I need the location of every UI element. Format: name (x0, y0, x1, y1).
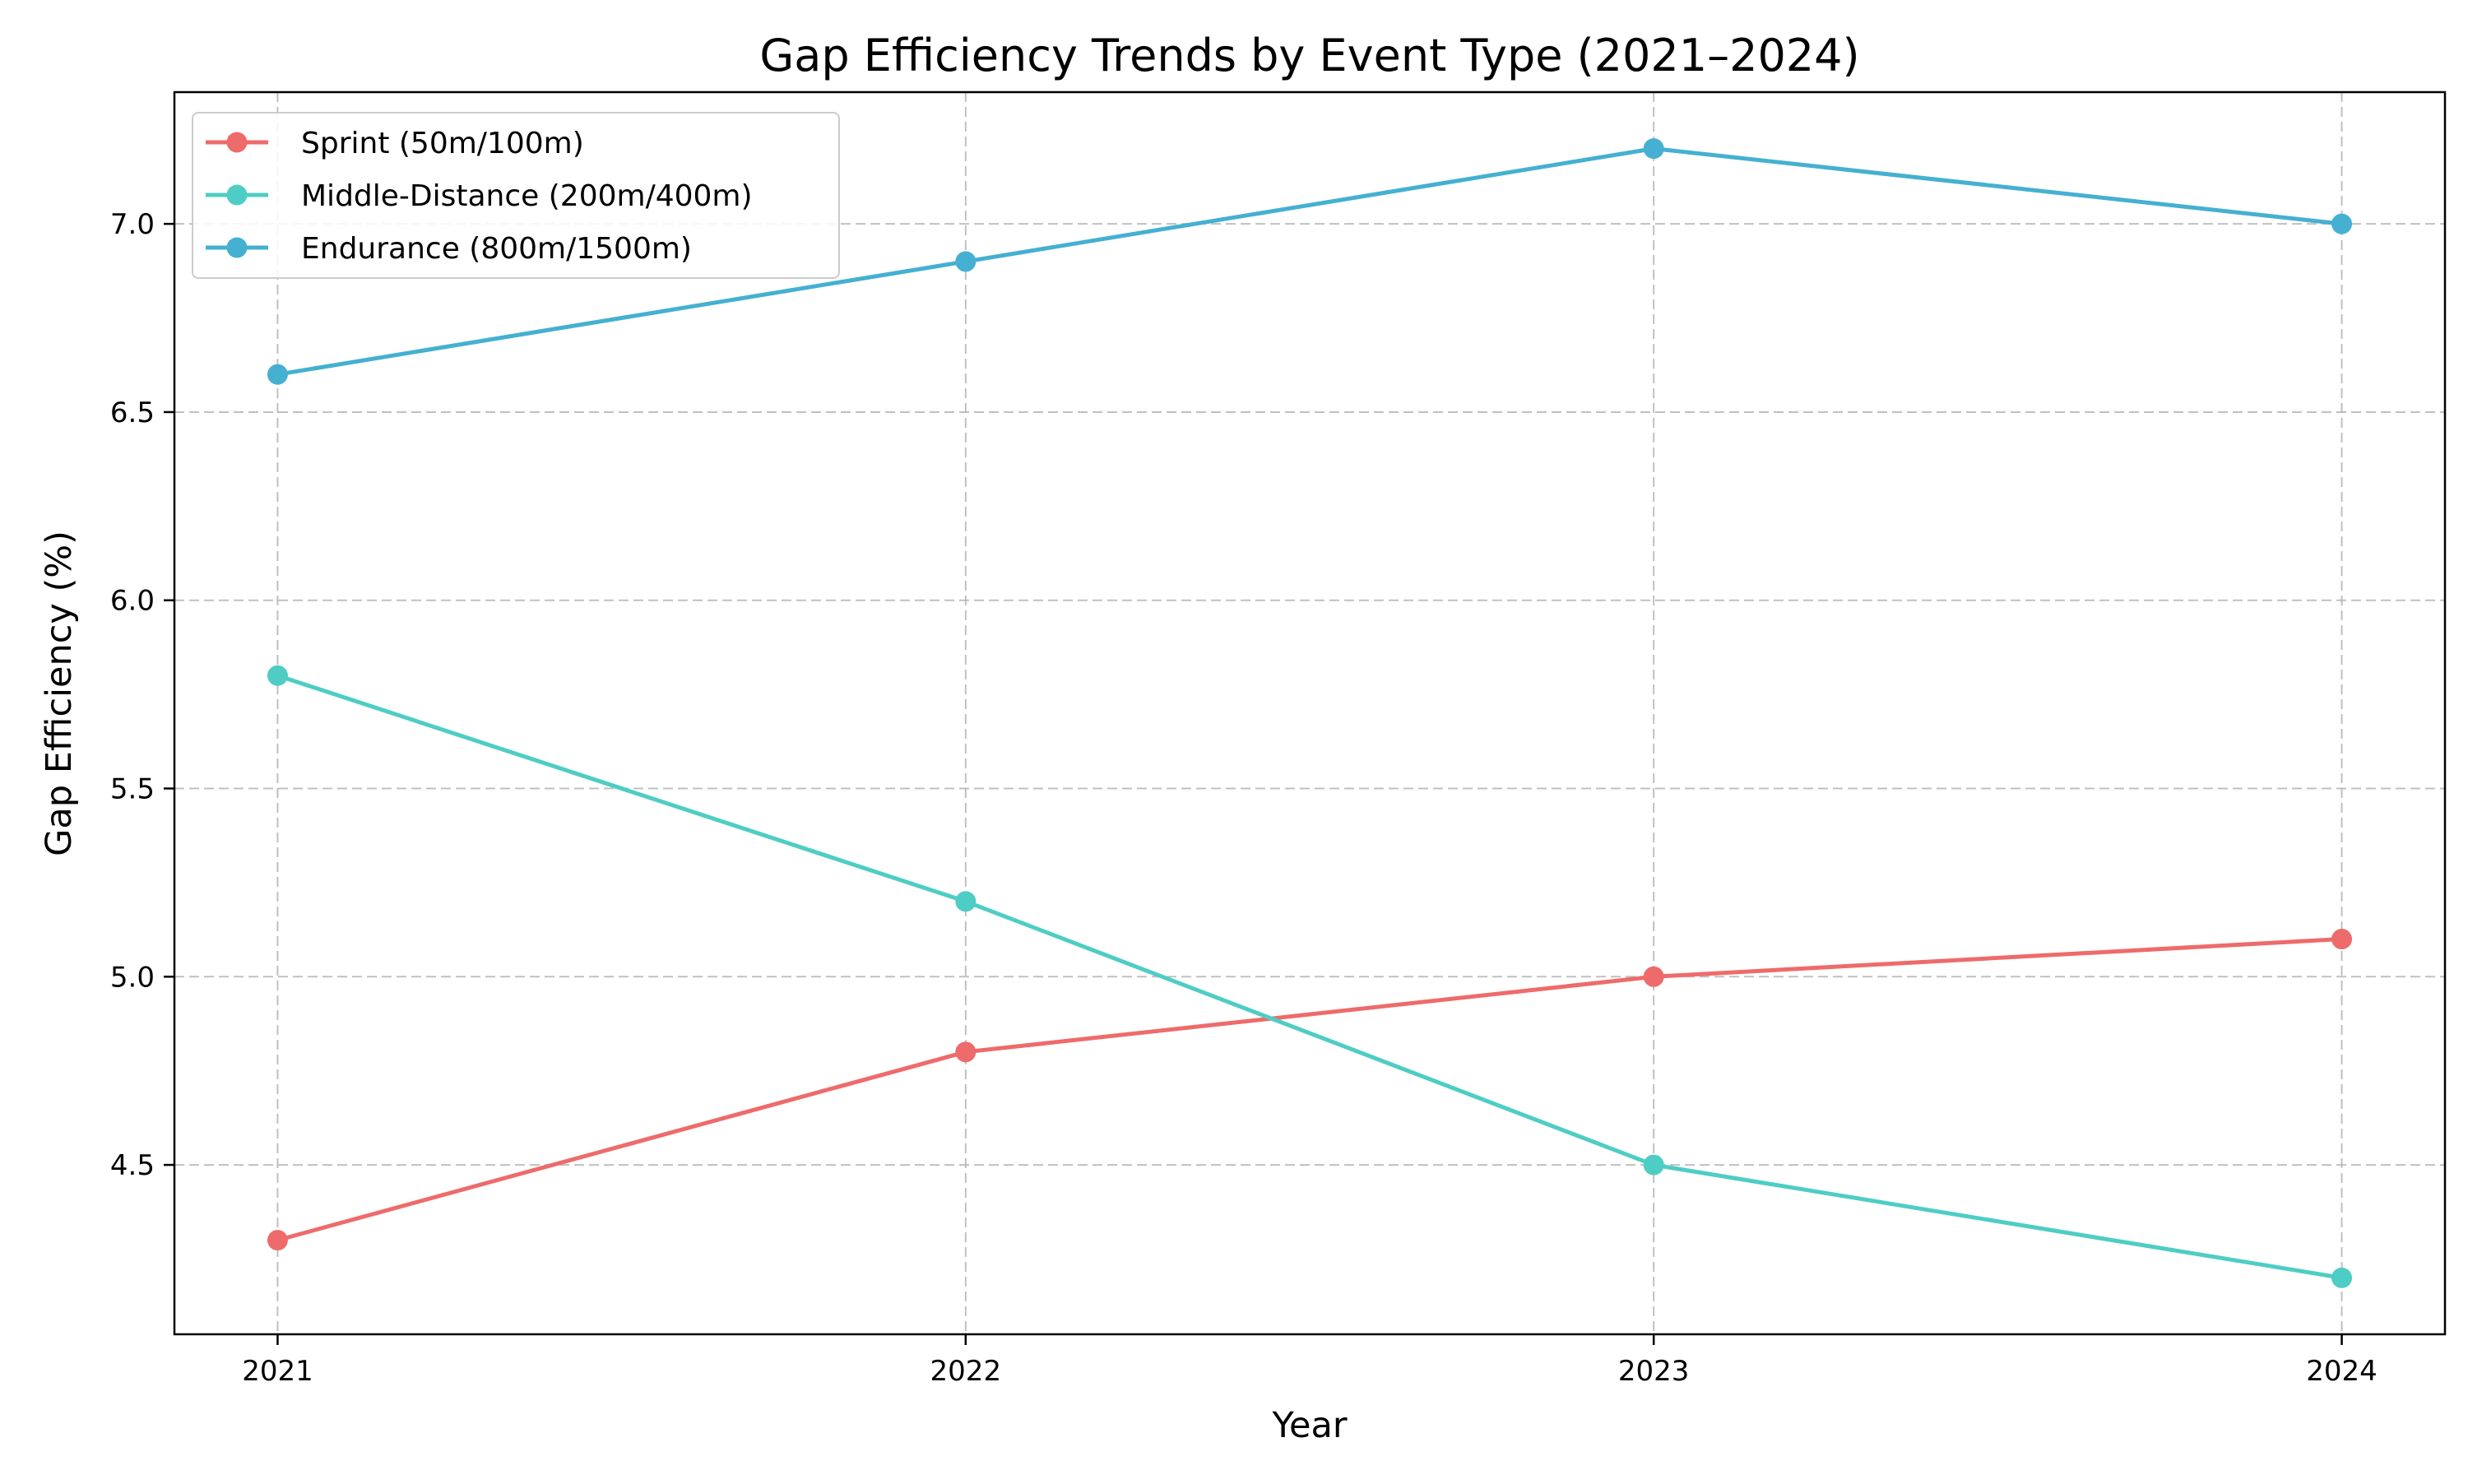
axis-ticks: 2021 2022 2023 2024 4.5 5.0 5.5 6.0 6.5 7.0 (110, 208, 2378, 1388)
series-line (275, 937, 2345, 1243)
y-tick-label: 5.0 (110, 961, 155, 994)
data-point (2331, 929, 2353, 950)
x-tick-label: 2022 (930, 1355, 1002, 1388)
legend-box (192, 112, 840, 279)
data-point (267, 665, 288, 686)
data-point (267, 1230, 288, 1251)
y-axis-label: Gap Efficiency (%) (39, 531, 80, 856)
legend: Sprint (50m/100m) Middle-Distance (200m/4… (192, 112, 840, 279)
series-layer (267, 138, 2353, 1288)
series-0 (267, 929, 2353, 1251)
y-tick-label: 6.5 (110, 397, 155, 429)
legend-entry: Sprint (50m/100m) (206, 127, 584, 160)
series-2 (267, 138, 2353, 385)
data-point (1643, 138, 1664, 160)
x-tick-label: 2023 (1618, 1355, 1690, 1388)
legend-entry: Endurance (800m/1500m) (206, 232, 692, 266)
data-point (2331, 1267, 2353, 1288)
x-axis-label: Year (1271, 1405, 1347, 1446)
data-point (955, 1041, 977, 1063)
x-tick-label: 2024 (2306, 1355, 2378, 1388)
chart-title: Gap Efficiency Trends by Event Type (202… (759, 30, 1859, 81)
legend-label: Endurance (800m/1500m) (301, 232, 692, 266)
x-tick-label: 2021 (242, 1355, 313, 1388)
legend-marker (226, 184, 248, 206)
data-point (1643, 1154, 1664, 1176)
series-1 (267, 665, 2353, 1288)
legend-label: Sprint (50m/100m) (301, 127, 584, 160)
plot-frame (173, 90, 2447, 1336)
data-point (955, 891, 977, 912)
series-line (275, 146, 2345, 377)
legend-marker (226, 132, 248, 153)
data-point (955, 251, 977, 272)
data-point (2331, 213, 2353, 234)
data-point (267, 364, 288, 385)
legend-items: Sprint (50m/100m) Middle-Distance (200m/4… (206, 127, 753, 266)
y-tick-label: 7.0 (110, 208, 155, 241)
legend-label: Middle-Distance (200m/400m) (301, 179, 753, 213)
y-tick-label: 4.5 (110, 1149, 155, 1182)
legend-marker (226, 237, 248, 258)
legend-entry: Middle-Distance (200m/400m) (206, 179, 753, 213)
data-point (1643, 966, 1664, 987)
y-tick-label: 6.0 (110, 585, 155, 618)
y-tick-label: 5.5 (110, 773, 155, 806)
series-line (275, 673, 2345, 1280)
